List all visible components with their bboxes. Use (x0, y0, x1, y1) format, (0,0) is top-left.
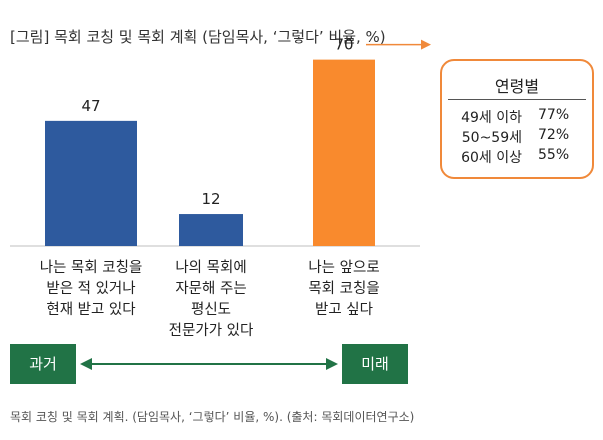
chart-title: [그림] 목회 코칭 및 목회 계획 (담임목사, ‘그렇다’ 비율, %) (10, 28, 386, 46)
category-label-line: 자문해 주는 (175, 281, 247, 297)
age-breakdown-box: 연령별 49세 이하 77% 50~59세 72% 60세 이상 55% (440, 59, 594, 179)
bar-2 (179, 214, 243, 246)
bar-value-label-2: 12 (201, 190, 220, 208)
timeline-right-arrowhead (326, 358, 338, 370)
category-label-line: 받고 싶다 (315, 302, 373, 318)
connector-arrowhead (421, 39, 431, 50)
age-row-value: 72% (538, 127, 570, 143)
bar-value-label-1: 47 (81, 97, 100, 115)
age-row-label: 49세 이하 (461, 110, 522, 126)
age-row-label: 50~59세 (461, 130, 522, 146)
bar-3 (313, 59, 375, 246)
age-row-value: 55% (538, 147, 570, 163)
bar-1 (45, 120, 137, 246)
category-label-line: 현재 받고 있다 (46, 302, 136, 318)
category-label-line: 평신도 (190, 302, 232, 318)
bar-value-label-3: 70 (334, 36, 353, 54)
category-label-line: 전문가가 있다 (168, 323, 254, 339)
category-label-line: 나는 목회 코칭을 (39, 260, 143, 276)
age-row-value: 77% (538, 107, 570, 123)
timeline-left-arrowhead (80, 358, 92, 370)
category-label-line: 받은 적 있거나 (46, 281, 136, 297)
figure-caption: 목회 코칭 및 목회 계획. (담임목사, ‘그렇다’ 비율, %). (출처:… (10, 410, 415, 424)
category-label-line: 나의 목회에 (175, 260, 247, 276)
age-breakdown-title: 연령별 (494, 77, 540, 96)
age-breakdown-divider (448, 99, 586, 100)
past-button[interactable]: 과거 (10, 344, 76, 384)
category-label-line: 목회 코칭을 (308, 281, 380, 297)
age-row-label: 60세 이상 (461, 150, 522, 166)
category-label-line: 나는 앞으로 (308, 260, 380, 276)
future-button[interactable]: 미래 (342, 344, 408, 384)
